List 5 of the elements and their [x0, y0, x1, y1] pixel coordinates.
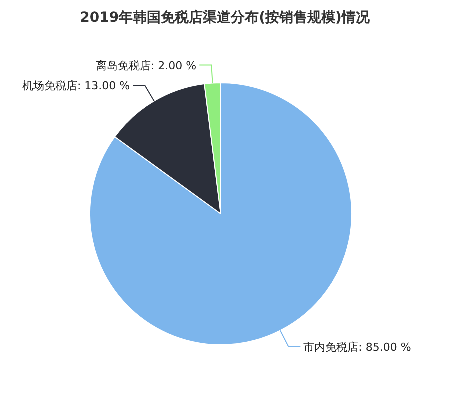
slice-label: 市内免税店: 85.00 % — [304, 340, 412, 354]
slice-label: 离岛免税店: 2.00 % — [96, 59, 197, 72]
pie-slice — [204, 82, 222, 214]
chart-title: 2019年韩国免税店渠道分布(按销售规模)情况 — [80, 9, 371, 26]
slice-label: 机场免税店: 13.00 % — [22, 80, 130, 93]
